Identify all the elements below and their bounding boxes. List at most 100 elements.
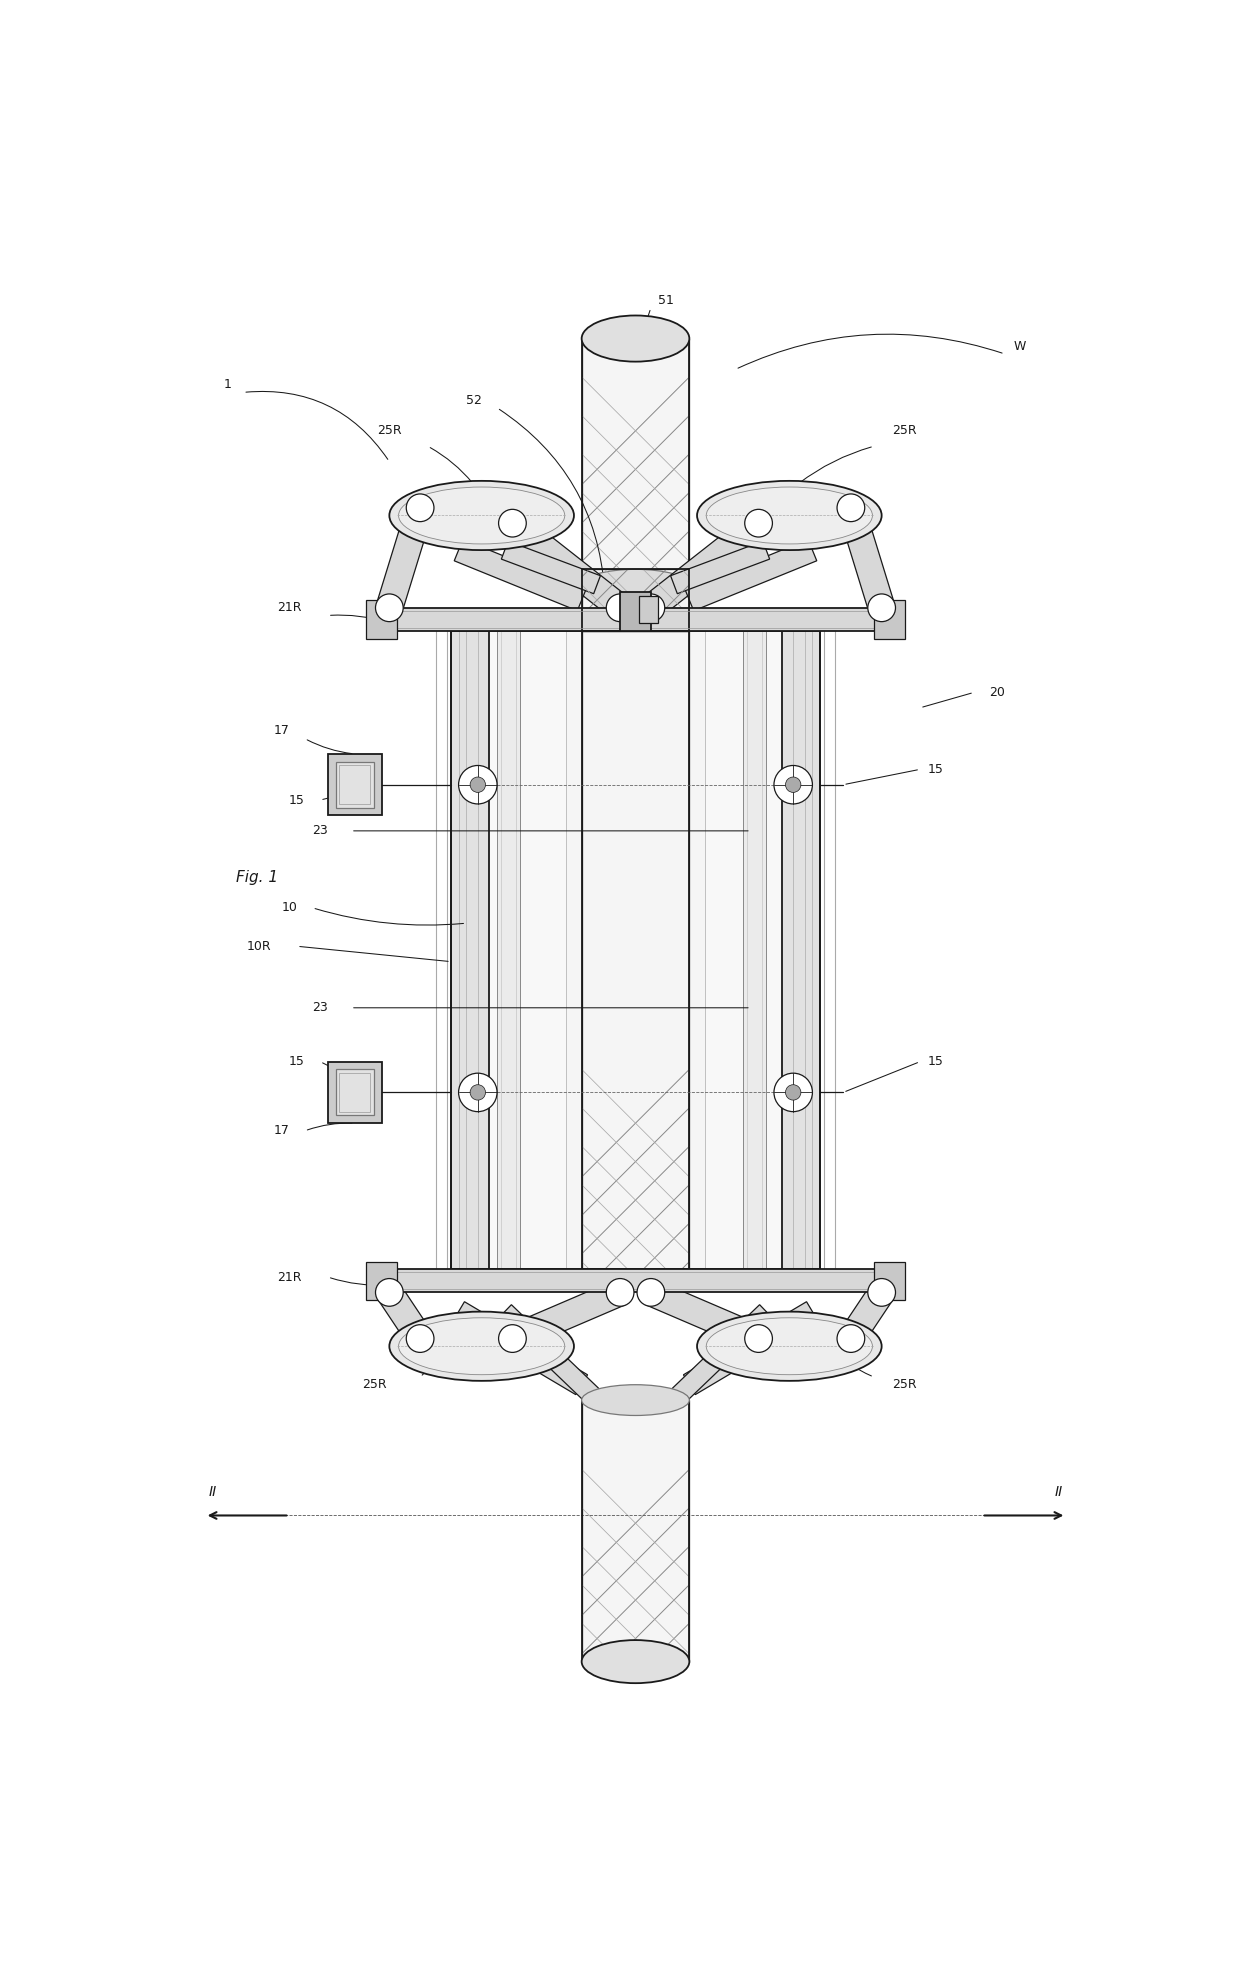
Ellipse shape [389, 481, 574, 551]
Circle shape [606, 1278, 634, 1306]
Bar [582, 338, 689, 584]
Bar [582, 630, 689, 1268]
Circle shape [407, 1324, 434, 1352]
Circle shape [774, 765, 812, 803]
Bar [582, 569, 689, 630]
Circle shape [785, 1085, 801, 1099]
Bar [374, 608, 897, 630]
Text: 25R: 25R [893, 423, 918, 437]
Bar [640, 596, 657, 622]
Circle shape [498, 1324, 526, 1352]
Text: Fig. 1: Fig. 1 [236, 869, 278, 885]
Bar [874, 1262, 905, 1300]
Text: 15: 15 [289, 1056, 305, 1068]
Polygon shape [839, 1284, 893, 1346]
Text: W: W [1014, 340, 1027, 352]
Text: 15: 15 [289, 793, 305, 807]
Circle shape [637, 594, 665, 622]
Text: 10: 10 [281, 901, 298, 914]
Bar [366, 600, 397, 638]
Bar [340, 765, 370, 803]
Circle shape [470, 777, 486, 793]
Polygon shape [453, 1302, 588, 1396]
Ellipse shape [582, 1640, 689, 1684]
Circle shape [470, 1085, 486, 1099]
Ellipse shape [582, 316, 689, 362]
Circle shape [498, 509, 526, 537]
Text: 52: 52 [466, 394, 482, 408]
Text: 15: 15 [928, 763, 944, 775]
Polygon shape [377, 503, 433, 612]
Circle shape [376, 1278, 403, 1306]
Circle shape [745, 1324, 773, 1352]
Text: 23: 23 [312, 1002, 329, 1014]
Circle shape [407, 493, 434, 521]
Bar [327, 1062, 382, 1123]
Circle shape [837, 493, 864, 521]
Bar [582, 630, 689, 1268]
Ellipse shape [707, 1318, 873, 1376]
Polygon shape [507, 1280, 625, 1352]
Circle shape [868, 1278, 895, 1306]
Circle shape [745, 509, 773, 537]
Bar [874, 600, 905, 638]
Bar [497, 630, 520, 1268]
Ellipse shape [697, 1312, 882, 1382]
Polygon shape [646, 1280, 764, 1352]
Text: 17: 17 [274, 1125, 290, 1137]
Bar [582, 1400, 689, 1662]
Text: 15: 15 [928, 1056, 944, 1068]
Bar [327, 753, 382, 815]
Bar [582, 1400, 689, 1662]
Polygon shape [454, 539, 587, 610]
Ellipse shape [389, 1312, 574, 1382]
Bar [582, 569, 689, 630]
Circle shape [637, 1278, 665, 1306]
Ellipse shape [582, 569, 689, 600]
Polygon shape [505, 513, 629, 618]
Text: 51: 51 [658, 294, 675, 306]
Bar [451, 630, 490, 1268]
Bar [382, 1272, 889, 1290]
Text: 25R: 25R [362, 1378, 387, 1392]
Polygon shape [671, 541, 770, 594]
Bar [582, 338, 689, 584]
Bar [382, 610, 889, 628]
Text: 20: 20 [990, 686, 1004, 700]
Circle shape [459, 765, 497, 803]
Bar [781, 630, 820, 1268]
Circle shape [868, 594, 895, 622]
Text: 23: 23 [312, 825, 329, 837]
Bar [451, 630, 820, 1268]
Bar [620, 592, 651, 630]
Bar [567, 630, 704, 1268]
Ellipse shape [398, 487, 564, 545]
Polygon shape [838, 503, 894, 612]
Bar [340, 1074, 370, 1111]
Text: 25R: 25R [377, 423, 402, 437]
Text: II: II [1054, 1485, 1063, 1499]
Text: II: II [208, 1485, 217, 1499]
Bar [451, 630, 820, 1268]
Ellipse shape [582, 1386, 689, 1415]
Bar [336, 1070, 374, 1115]
Text: 17: 17 [274, 724, 290, 738]
Polygon shape [684, 539, 817, 610]
Ellipse shape [697, 481, 882, 551]
Text: 21R: 21R [277, 600, 301, 614]
Polygon shape [683, 1302, 818, 1396]
Ellipse shape [707, 487, 873, 545]
Ellipse shape [398, 1318, 564, 1376]
Bar [374, 1268, 897, 1292]
Text: 1: 1 [224, 378, 232, 392]
Polygon shape [501, 541, 600, 594]
Bar [366, 1262, 397, 1300]
Circle shape [459, 1074, 497, 1111]
Polygon shape [642, 513, 766, 618]
Polygon shape [667, 1304, 773, 1408]
Text: 10R: 10R [247, 940, 270, 952]
Circle shape [606, 594, 634, 622]
Circle shape [774, 1074, 812, 1111]
Text: 25R: 25R [893, 1378, 918, 1392]
Circle shape [376, 594, 403, 622]
